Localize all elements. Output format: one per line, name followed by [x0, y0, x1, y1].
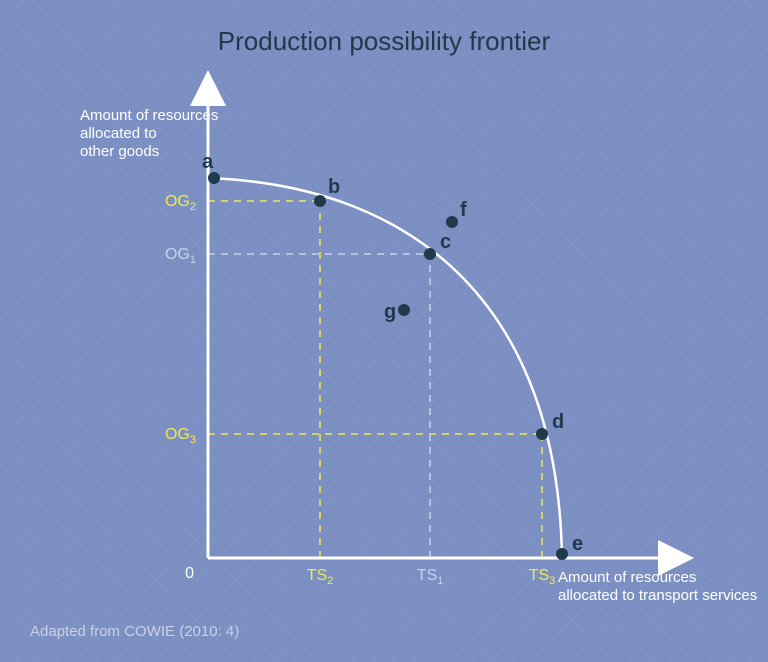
x-tick-TS1: TS1 [417, 567, 444, 587]
point-label-a: a [202, 151, 214, 173]
origin-label: 0 [185, 565, 194, 582]
point-label-d: d [552, 411, 564, 433]
point-b [314, 195, 326, 207]
point-label-g: g [384, 301, 396, 323]
point-g [398, 304, 410, 316]
point-label-b: b [328, 176, 340, 198]
point-c [424, 248, 436, 260]
y-tick-OG2: OG2 [165, 193, 196, 213]
point-d [536, 428, 548, 440]
source-credit: Adapted from COWIE (2010: 4) [30, 623, 239, 640]
ppf-curve [208, 178, 562, 558]
x-tick-TS2: TS2 [307, 567, 334, 587]
x-axis-label: Amount of resourcesallocated to transpor… [558, 569, 757, 604]
point-a [208, 172, 220, 184]
point-label-e: e [572, 533, 583, 555]
point-label-f: f [460, 199, 467, 221]
ppf-chart: OG2 OG1 OG3 TS2 TS1 TS3 0 a b c d e f g Amount of reso… [0, 0, 768, 662]
point-e [556, 548, 568, 560]
x-tick-TS3: TS3 [529, 567, 556, 587]
y-tick-OG1: OG1 [165, 246, 196, 266]
point-label-c: c [440, 231, 451, 253]
y-axis-label: Amount of resourcesallocated toother goo… [80, 107, 218, 160]
point-f [446, 216, 458, 228]
y-tick-OG3: OG3 [165, 426, 196, 446]
